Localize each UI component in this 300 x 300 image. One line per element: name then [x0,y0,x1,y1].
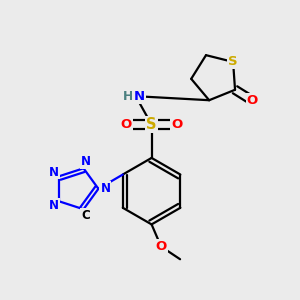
Text: S: S [146,117,157,132]
Text: N: N [81,155,91,168]
Text: S: S [228,56,238,68]
Text: N: N [49,166,59,178]
Text: N: N [49,199,59,212]
Text: O: O [247,94,258,107]
Text: C: C [81,209,90,222]
Text: O: O [171,118,182,131]
Text: H: H [123,90,133,103]
Text: N: N [134,90,145,103]
Text: O: O [121,118,132,131]
Text: N: N [100,182,110,195]
Text: O: O [155,240,167,253]
